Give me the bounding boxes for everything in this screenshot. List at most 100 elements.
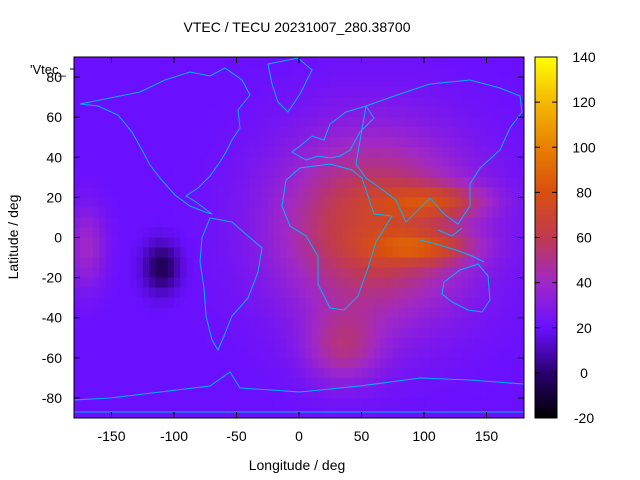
heatmap-cell <box>174 347 181 359</box>
heatmap-cell <box>424 247 431 259</box>
heatmap-cell <box>392 87 400 98</box>
heatmap-cell <box>317 217 325 229</box>
heatmap-cell <box>417 187 425 198</box>
heatmap-cell <box>355 257 363 269</box>
heatmap-cell <box>374 67 381 78</box>
heatmap-cell <box>261 157 269 168</box>
heatmap-cell <box>442 217 450 229</box>
heatmap-cell <box>336 217 344 229</box>
heatmap-cell <box>430 307 438 319</box>
heatmap-cell <box>105 377 113 389</box>
heatmap-cell <box>111 197 119 209</box>
colorbar-tick-label: 100 <box>572 139 596 155</box>
heatmap-cell <box>499 297 506 309</box>
heatmap-cell <box>336 237 344 249</box>
heatmap-cell <box>380 67 388 78</box>
heatmap-cell <box>199 257 206 269</box>
heatmap-cell <box>436 297 444 309</box>
heatmap-cell <box>492 367 500 379</box>
heatmap-cell <box>180 357 188 369</box>
heatmap-cell <box>480 77 488 88</box>
heatmap-cell <box>436 97 444 108</box>
heatmap-cell <box>505 197 513 209</box>
heatmap-cell <box>486 107 494 118</box>
heatmap-cell <box>324 407 331 418</box>
heatmap-cell <box>280 397 288 409</box>
heatmap-cell <box>130 377 138 389</box>
heatmap-cell <box>430 217 438 229</box>
heatmap-cell <box>99 77 106 88</box>
heatmap-cell <box>155 197 163 209</box>
heatmap-cell <box>205 67 213 78</box>
heatmap-cell <box>211 257 219 269</box>
heatmap-cell <box>355 207 363 219</box>
heatmap-cell <box>349 117 356 128</box>
heatmap-cell <box>192 377 200 389</box>
heatmap-cell <box>505 97 513 108</box>
heatmap-cell <box>211 297 219 309</box>
heatmap-cell <box>367 397 375 409</box>
heatmap-cell <box>492 407 500 418</box>
heatmap-cell <box>317 117 325 128</box>
heatmap-cell <box>342 277 350 289</box>
heatmap-cell <box>111 237 119 249</box>
heatmap-cell <box>474 337 481 349</box>
heatmap-cell <box>130 277 138 289</box>
heatmap-cell <box>167 77 175 88</box>
heatmap-cell <box>299 237 306 249</box>
heatmap-cell <box>224 207 231 219</box>
heatmap-cell <box>424 227 431 239</box>
heatmap-cell <box>105 97 113 108</box>
heatmap-cell <box>124 317 131 329</box>
heatmap-cell <box>311 107 319 118</box>
heatmap-cell <box>317 77 325 88</box>
heatmap-cell <box>417 357 425 369</box>
heatmap-cell <box>367 147 375 158</box>
heatmap-cell <box>399 387 406 399</box>
heatmap-cell <box>517 387 524 399</box>
heatmap-cell <box>480 257 488 269</box>
heatmap-cell <box>449 177 456 188</box>
heatmap-cell <box>499 117 506 128</box>
heatmap-cell <box>149 407 156 418</box>
heatmap-cell <box>461 77 469 88</box>
heatmap-cell <box>242 77 250 88</box>
heatmap-cell <box>305 317 313 329</box>
heatmap-cell <box>205 167 213 178</box>
heatmap-cell <box>217 307 225 319</box>
heatmap-cell <box>455 317 463 329</box>
heatmap-cell <box>324 67 331 78</box>
heatmap-cell <box>317 137 325 148</box>
coastline-africa <box>281 163 393 311</box>
heatmap-cell <box>255 287 263 299</box>
heatmap-cell <box>274 317 281 329</box>
heatmap-cell <box>342 307 350 319</box>
heatmap-cell <box>92 287 100 299</box>
heatmap-cell <box>205 117 213 128</box>
heatmap-cell <box>449 327 456 339</box>
heatmap-cell <box>486 307 494 319</box>
heatmap-cell <box>205 327 213 339</box>
heatmap-cell <box>86 177 94 188</box>
heatmap-cell <box>117 207 125 219</box>
heatmap-cell <box>499 317 506 329</box>
heatmap-cell <box>249 297 256 309</box>
heatmap-cell <box>486 297 494 309</box>
heatmap-cell <box>142 117 150 128</box>
heatmap-cell <box>474 127 481 138</box>
heatmap-cell <box>299 267 306 279</box>
heatmap-cell <box>449 277 456 289</box>
heatmap-cell <box>336 357 344 369</box>
heatmap-cell <box>130 237 138 249</box>
heatmap-cell <box>405 127 413 138</box>
heatmap-cell <box>474 357 481 369</box>
heatmap-cell <box>142 357 150 369</box>
heatmap-cell <box>149 367 156 379</box>
heatmap-cell <box>80 167 88 178</box>
heatmap-cell <box>249 377 256 389</box>
heatmap-cell <box>286 187 294 198</box>
heatmap-cell <box>211 207 219 219</box>
heatmap-cell <box>517 377 524 389</box>
heatmap-cell <box>99 117 106 128</box>
heatmap-cell <box>367 287 375 299</box>
